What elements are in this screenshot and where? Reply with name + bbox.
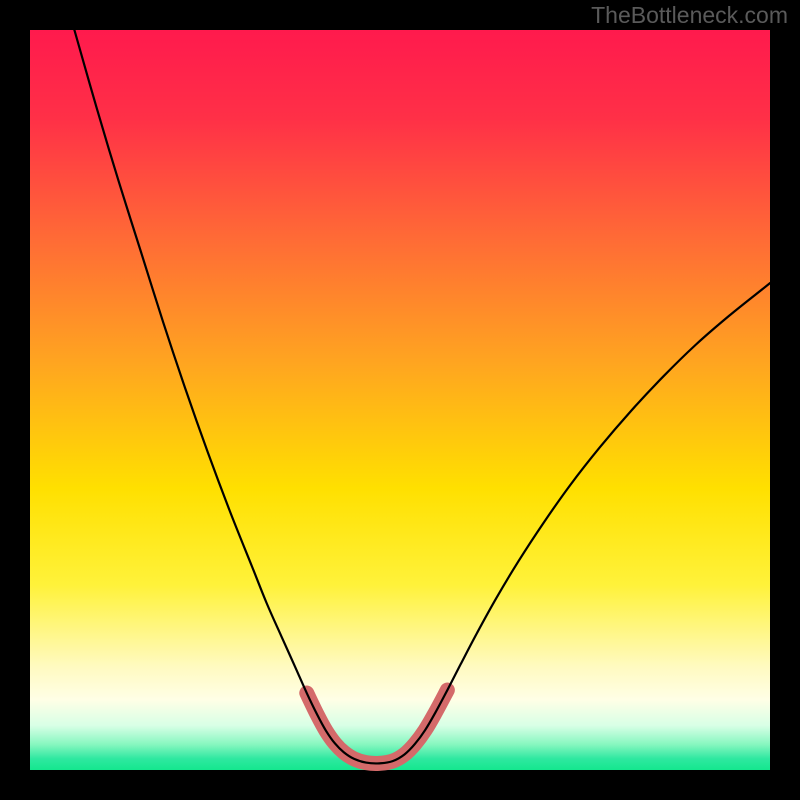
figure-root: TheBottleneck.com: [0, 0, 800, 800]
bottleneck-chart: [0, 0, 800, 800]
gradient-background: [30, 30, 770, 770]
